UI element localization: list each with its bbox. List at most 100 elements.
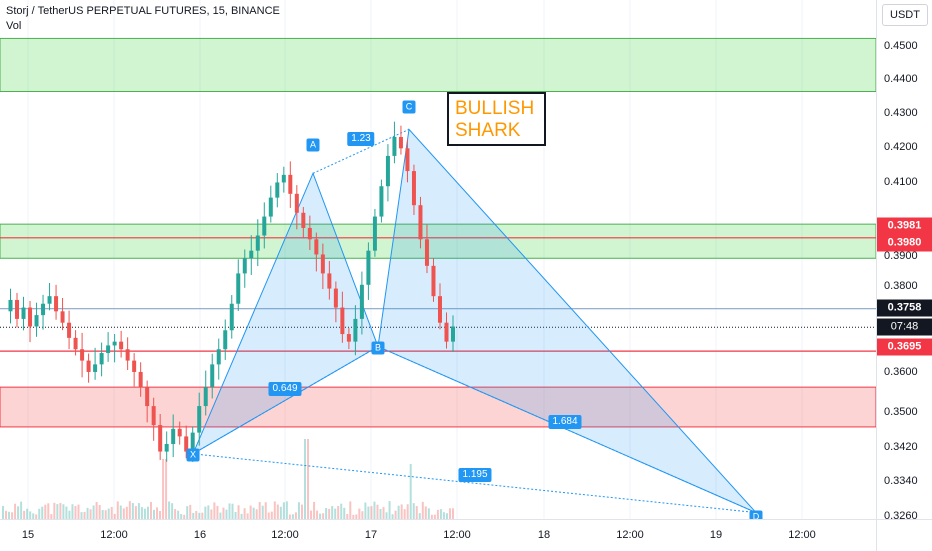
candle-body [353,318,358,342]
volume-bar [210,509,213,519]
price-tick: 0.3800 [884,280,918,292]
candle-body [132,360,137,372]
candle-body [151,406,156,426]
volume-bar [65,506,68,519]
candle-body [288,174,293,194]
volume-bar [382,507,385,519]
chart-plot-area[interactable] [0,0,876,519]
pattern-annotation: BULLISH SHARK [447,92,546,146]
volume-bar [168,501,171,519]
candle-body [15,299,20,319]
candle-body [437,296,442,323]
candle-body [392,136,397,156]
volume-bar [430,514,433,519]
volume-bar [391,514,394,519]
volume-bar [47,503,50,519]
candle-body [184,436,189,452]
point-label-a: A [306,138,320,152]
candle-body [171,428,176,444]
volume-bar [261,505,264,519]
candle-body [372,216,377,251]
candle-body [99,353,104,365]
time-tick: 19 [709,529,723,541]
volume-bar [143,508,146,519]
volume-bar [195,510,198,519]
candle-body [385,155,390,187]
volume-bar [448,508,451,519]
volume-bar [240,513,243,519]
volume-bar [424,506,427,519]
time-tick: 12:00 [100,529,128,541]
price-tick: 0.4400 [884,73,918,85]
candle-body [112,341,117,346]
volume-bar [98,504,101,519]
price-badge-level: 0.3695 [877,338,932,356]
volume-bar [225,509,228,519]
candle-body [125,349,130,361]
volume-bar [122,508,125,519]
candle-body [359,284,364,319]
volume-bar [297,502,300,519]
price-badge-level: 0.3981 [877,217,932,235]
volume-bar [270,511,273,519]
volume-bar [83,511,86,519]
time-axis[interactable] [0,519,876,551]
candle-body [106,345,111,354]
time-tick: 16 [193,529,207,541]
symbol-title[interactable]: Storj / TetherUS PERPETUAL FUTURES, 15, … [6,5,280,17]
point-label-b: B [371,341,385,355]
volume-bar [403,509,406,519]
candle-body [301,212,306,228]
volume-bar [156,507,159,519]
bar-countdown-badge: 07:48 [877,318,932,336]
volume-bar [370,506,373,519]
volume-bar [325,507,328,519]
axis-corner [876,519,932,551]
volume-bar [219,512,222,519]
volume-bar [189,504,192,519]
volume-bar [285,501,288,519]
price-axis[interactable] [876,0,932,519]
volume-bar [146,506,149,519]
volume-bar [394,510,397,519]
volume-bar [367,506,370,519]
volume-bar [107,508,110,519]
volume-bar [95,501,98,519]
volume-bar [183,514,186,519]
volume-bar [346,514,349,519]
volume-bar [445,513,448,519]
volume-bar [294,512,297,519]
candle-body [210,364,215,388]
price-tick: 0.3500 [884,406,918,418]
volume-bar [427,508,430,519]
volume-bar [376,504,379,519]
candle-body [86,360,91,372]
volume-bar [131,503,134,519]
currency-button[interactable]: USDT [882,4,928,26]
volume-bar [128,501,131,519]
candle-body [190,432,195,452]
candle-body [119,341,124,350]
volume-bar [228,503,231,519]
volume-bar [409,464,412,519]
volume-bar [44,504,47,519]
volume-bar [177,510,180,519]
ratio-line-bd [377,346,757,514]
volume-bar [276,504,279,519]
volume-indicator-label[interactable]: Vol [6,20,22,32]
volume-bar [246,513,249,519]
volume-bar [412,503,415,519]
candle-body [405,148,410,172]
volume-bar [153,509,155,519]
time-tick: 12:00 [443,529,471,541]
volume-bar [282,502,285,519]
price-tick: 0.4500 [884,40,918,52]
candle-body [60,311,65,323]
pattern-triangle-bcd [377,128,757,514]
candle-body [229,303,234,331]
candle-body [41,303,46,316]
volume-bar [207,505,210,519]
candle-body [242,258,247,274]
volume-bar [322,513,325,519]
candle-body [451,326,455,342]
